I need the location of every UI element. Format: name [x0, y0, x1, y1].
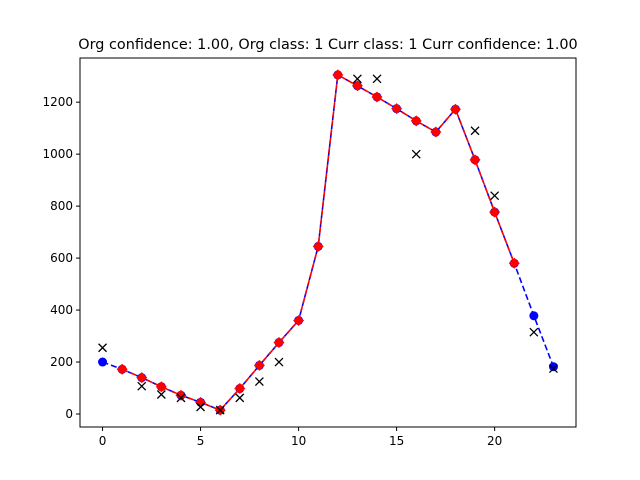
- series-black-x-point-1: [137, 381, 147, 391]
- x-tick-label-1: 5: [197, 434, 205, 448]
- x-tick-label-3: 15: [389, 434, 404, 448]
- series-red-point-2: [155, 381, 167, 393]
- series-red-point-1: [136, 372, 148, 384]
- series-red-point-20: [508, 257, 520, 269]
- series-black-x-point-3: [176, 393, 186, 403]
- x-tick-label-2: 10: [291, 434, 306, 448]
- x-tick-label-4: 20: [487, 434, 502, 448]
- series-blue-point-22: [529, 311, 539, 321]
- series-blue-point-23: [548, 362, 558, 372]
- y-tick-label-1: 200: [50, 355, 73, 369]
- y-tick-label-2: 400: [50, 303, 73, 317]
- series-red-point-11: [332, 69, 344, 81]
- series-black-x-point-7: [254, 377, 264, 386]
- series-red-point-19: [489, 206, 501, 218]
- series-black-x-point-6: [235, 393, 245, 403]
- series-black-x-point-9: [352, 74, 362, 84]
- series-black-x-point-10: [372, 74, 382, 84]
- series-blue-point-0: [98, 357, 108, 367]
- series-red-point-8: [273, 337, 285, 349]
- series-red-point-18: [469, 154, 481, 166]
- plot-frame: [79, 57, 577, 428]
- y-tick-label-6: 1200: [42, 95, 73, 109]
- y-tick-label-3: 600: [50, 251, 73, 265]
- x-tick-label-0: 0: [99, 434, 107, 448]
- series-black-x-point-4: [196, 402, 206, 412]
- series-black-x-point-0: [98, 343, 108, 353]
- series-black-x: [98, 74, 558, 415]
- y-tick-label-4: 800: [50, 199, 73, 213]
- series-red-point-6: [234, 383, 246, 395]
- series-black-x-point-14: [529, 327, 539, 337]
- plot-area: [80, 58, 576, 427]
- series-red-point-14: [391, 103, 403, 115]
- series-red-point-15: [410, 115, 422, 127]
- series-red-point-12: [351, 80, 363, 92]
- series-black-x-point-15: [548, 364, 558, 373]
- series-black-x-point-8: [274, 357, 284, 367]
- series-black-x-point-2: [156, 390, 166, 399]
- series-red-point-0: [116, 363, 128, 375]
- series-red-point-7: [253, 359, 265, 371]
- series-red-point-9: [293, 314, 305, 326]
- series-black-x-point-13: [490, 191, 500, 201]
- series-black-x-point-11: [411, 149, 421, 159]
- series-black-x-point-12: [470, 126, 480, 136]
- chart-title: Org confidence: 1.00, Org class: 1 Curr …: [78, 37, 577, 53]
- series-red-point-3: [175, 389, 187, 401]
- series-red-point-10: [312, 240, 324, 252]
- series-red-point-17: [449, 103, 461, 115]
- series-layer: [98, 69, 558, 416]
- series-black-x-point-5: [215, 405, 225, 415]
- series-red-point-13: [371, 91, 383, 103]
- series-red-point-16: [430, 126, 442, 138]
- y-tick-label-0: 0: [65, 407, 73, 421]
- y-tick-label-5: 1000: [42, 147, 73, 161]
